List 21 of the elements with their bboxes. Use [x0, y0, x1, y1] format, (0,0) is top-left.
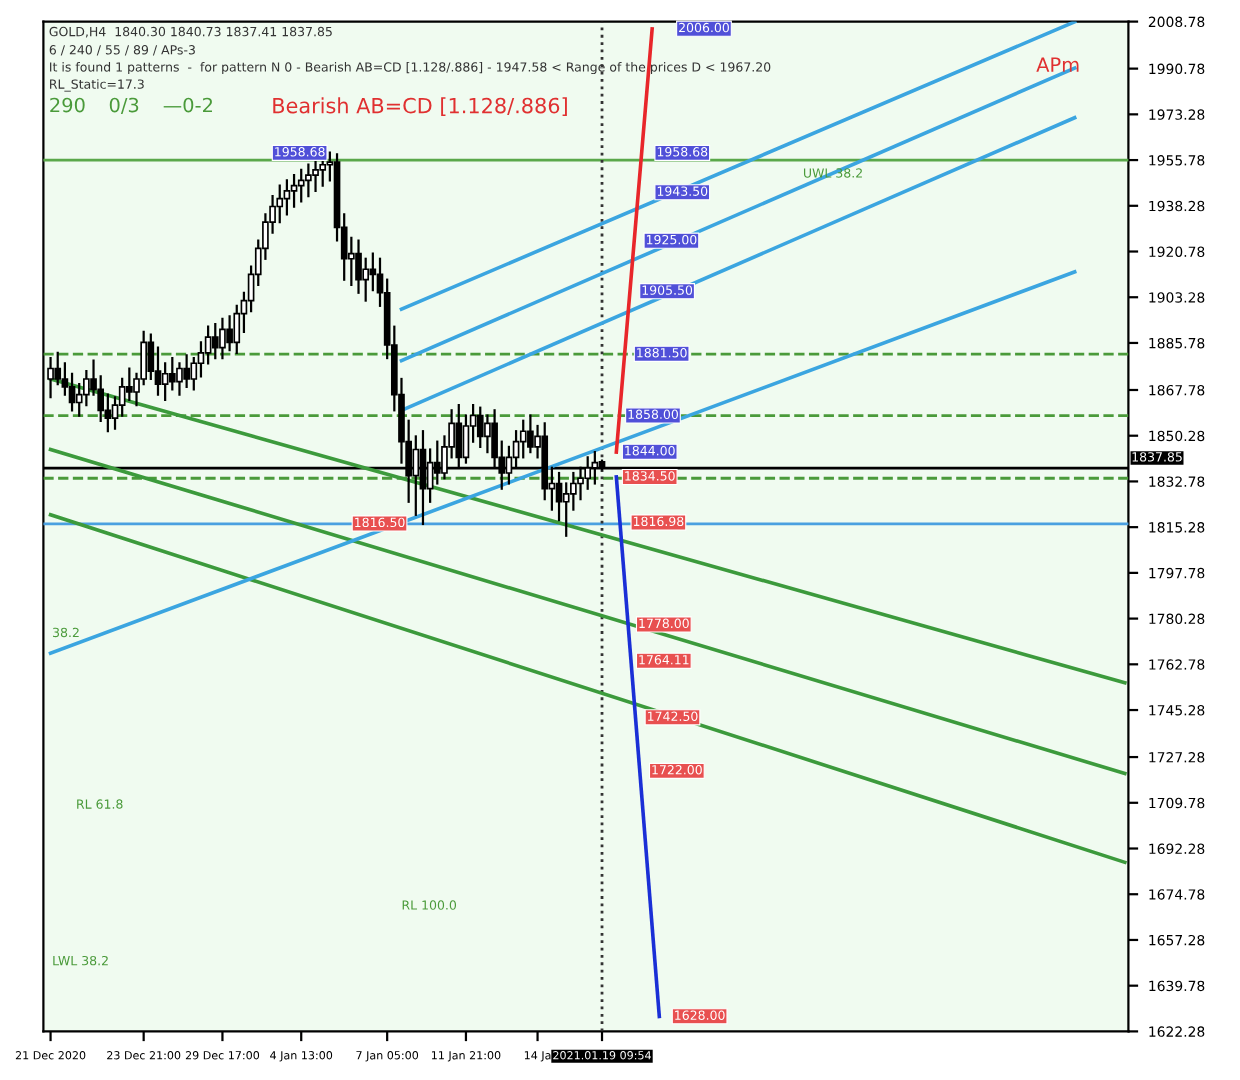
candlestick — [362, 257, 370, 302]
candlestick — [211, 322, 219, 360]
candlestick — [125, 367, 133, 401]
candlestick — [176, 362, 183, 396]
candlestick — [476, 406, 484, 448]
candlestick — [283, 179, 291, 216]
candlestick — [290, 174, 298, 208]
candlestick — [355, 239, 362, 294]
candlestick — [297, 168, 305, 203]
candlestick — [168, 356, 176, 391]
annotation: —0-2 — [163, 97, 213, 113]
candlestick — [226, 315, 233, 352]
annotation: Bearish AB=CD [1.128/.886] — [273, 97, 567, 116]
annotation: APm — [1036, 57, 1079, 72]
candlestick — [183, 354, 190, 388]
candlestick — [484, 414, 491, 454]
annotation: 0/3 — [109, 97, 139, 114]
candlestick — [527, 414, 534, 454]
candlestick — [161, 362, 169, 401]
candlestick — [219, 317, 226, 360]
annotation: 290 — [50, 97, 85, 113]
